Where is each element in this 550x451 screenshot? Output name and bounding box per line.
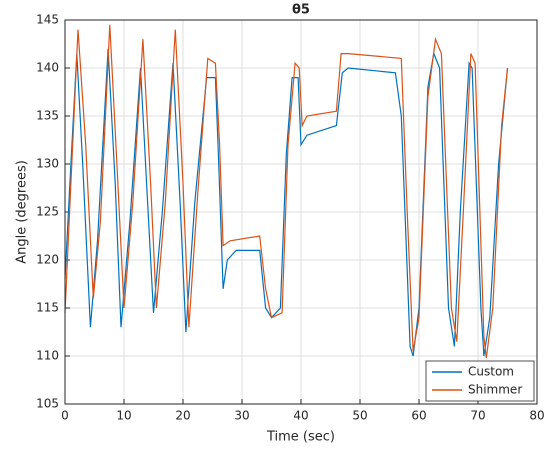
y-tick-label: 115 [36, 301, 59, 315]
y-tick-label: 130 [36, 157, 59, 171]
y-axis-label: Angle (degrees) [15, 160, 30, 264]
x-tick-label: 10 [116, 409, 131, 423]
x-tick-label: 70 [470, 409, 485, 423]
y-tick-label: 125 [36, 205, 59, 219]
x-axis-label: Time (sec) [266, 430, 335, 445]
legend-label: Shimmer [468, 383, 522, 397]
y-tick-label: 135 [36, 109, 59, 123]
y-tick-label: 110 [36, 349, 59, 363]
legend-label: Custom [468, 365, 514, 379]
x-tick-label: 60 [411, 409, 426, 423]
x-tick-label: 0 [61, 409, 69, 423]
x-tick-label: 30 [234, 409, 249, 423]
data-line [64, 48, 509, 357]
x-tick-label: 80 [529, 409, 544, 423]
x-tick-label: 20 [175, 409, 190, 423]
legend-box [425, 360, 535, 402]
x-tick-label: 50 [352, 409, 367, 423]
y-tick-label: 140 [36, 61, 59, 75]
x-tick-label: 40 [293, 409, 308, 423]
plot-frame [64, 19, 538, 405]
y-tick-label: 105 [36, 397, 59, 411]
y-tick-label: 120 [36, 253, 59, 267]
y-tick-label: 145 [36, 13, 59, 27]
data-line [64, 24, 509, 358]
chart-title: θ5 [292, 3, 310, 18]
